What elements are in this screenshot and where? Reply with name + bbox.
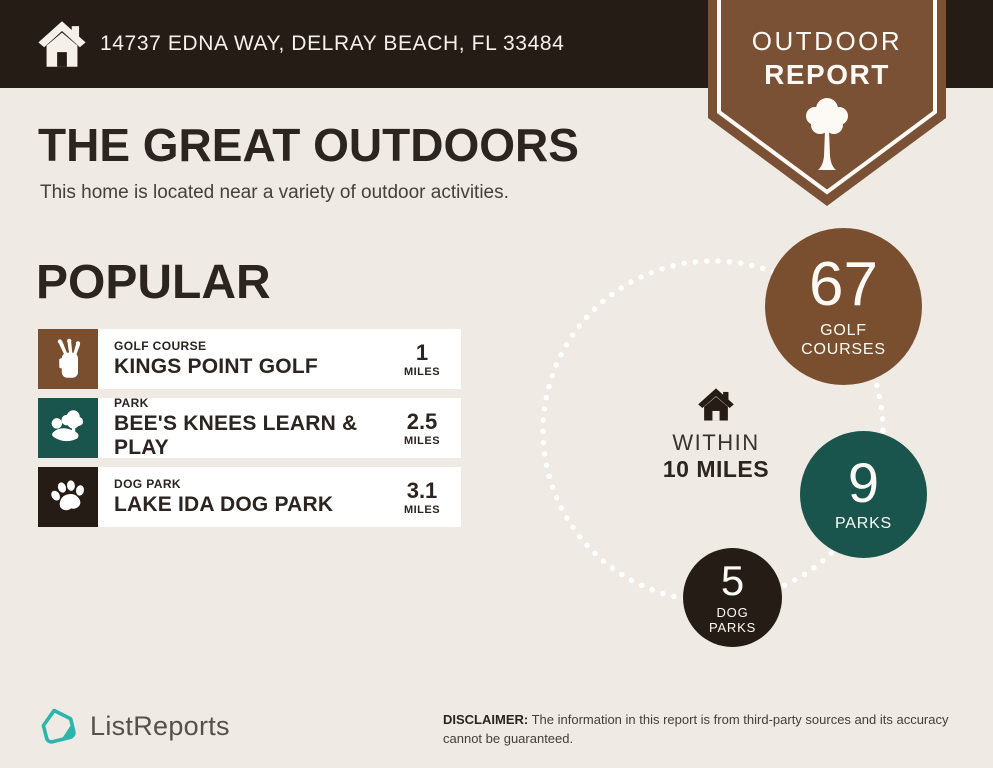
item-name: KINGS POINT GOLF bbox=[114, 355, 318, 378]
listreports-house-icon bbox=[41, 708, 76, 744]
distance-value: 3.1 bbox=[406, 478, 438, 503]
golf-courses-label: GOLF COURSES bbox=[801, 322, 886, 358]
item-category: GOLF COURSE bbox=[114, 339, 207, 353]
golf-courses-bubble: 67 GOLF COURSES bbox=[765, 228, 922, 385]
home-icon-small bbox=[698, 388, 734, 421]
golf-bag-icon bbox=[38, 329, 98, 389]
item-distance: 3.1 MILES bbox=[389, 467, 461, 527]
distance-unit: MILES bbox=[403, 504, 441, 516]
list-item-park: PARK BEE'S KNEES LEARN & PLAY 2.5 MILES bbox=[38, 396, 461, 459]
distance-value: 2.5 bbox=[406, 409, 438, 434]
item-name: BEE'S KNEES LEARN & PLAY bbox=[114, 412, 358, 459]
parks-bubble: 9 PARKS bbox=[800, 431, 927, 558]
miles-text: 10 MILES bbox=[662, 456, 770, 482]
outdoor-report-badge: OUTDOOR REPORT bbox=[708, 0, 946, 214]
item-distance: 1 MILES bbox=[389, 329, 461, 389]
item-distance: 2.5 MILES bbox=[389, 398, 461, 458]
golf-courses-count: 67 bbox=[809, 250, 878, 320]
paw-icon bbox=[38, 467, 98, 527]
page-title: THE GREAT OUTDOORS bbox=[38, 119, 579, 171]
item-category: PARK bbox=[114, 396, 149, 410]
item-category: DOG PARK bbox=[114, 477, 181, 491]
dog-parks-count: 5 bbox=[720, 556, 745, 604]
radius-dotted-circle bbox=[540, 258, 886, 604]
distance-unit: MILES bbox=[403, 366, 441, 378]
parks-label: PARKS bbox=[834, 515, 893, 533]
home-icon bbox=[38, 21, 86, 67]
distance-unit: MILES bbox=[403, 435, 441, 447]
badge-line2: REPORT bbox=[764, 59, 890, 90]
badge-text: OUTDOOR REPORT bbox=[708, 26, 946, 91]
park-tree-icon bbox=[38, 398, 98, 458]
listreports-logo: ListReports bbox=[36, 704, 230, 748]
property-address: 14737 EDNA WAY, DELRAY BEACH, FL 33484 bbox=[100, 32, 565, 55]
page-subtitle: This home is located near a variety of o… bbox=[40, 182, 509, 203]
list-item-text: DOG PARK LAKE IDA DOG PARK bbox=[98, 467, 389, 527]
popular-list: GOLF COURSE KINGS POINT GOLF 1 MILES bbox=[38, 329, 461, 536]
dog-parks-bubble: 5 DOG PARKS bbox=[683, 548, 782, 647]
popular-heading: POPULAR bbox=[36, 256, 271, 309]
list-item-dog-park: DOG PARK LAKE IDA DOG PARK 3.1 MILES bbox=[38, 467, 461, 527]
within-radius-label: WITHIN 10 MILES bbox=[641, 388, 791, 483]
item-name: LAKE IDA DOG PARK bbox=[114, 493, 334, 516]
within-text: WITHIN bbox=[672, 430, 760, 455]
tree-icon bbox=[806, 98, 848, 170]
distance-value: 1 bbox=[415, 340, 429, 365]
disclaimer-label: DISCLAIMER: bbox=[443, 712, 529, 727]
list-item-golf-course: GOLF COURSE KINGS POINT GOLF 1 MILES bbox=[38, 329, 461, 389]
brand-name: ListReports bbox=[90, 710, 230, 741]
badge-line1: OUTDOOR bbox=[751, 26, 903, 56]
list-item-text: PARK BEE'S KNEES LEARN & PLAY bbox=[98, 396, 389, 459]
disclaimer-text: DISCLAIMER: The information in this repo… bbox=[443, 712, 949, 746]
parks-count: 9 bbox=[847, 451, 880, 515]
list-item-text: GOLF COURSE KINGS POINT GOLF bbox=[98, 329, 389, 389]
dog-parks-label: DOG PARKS bbox=[708, 604, 757, 635]
